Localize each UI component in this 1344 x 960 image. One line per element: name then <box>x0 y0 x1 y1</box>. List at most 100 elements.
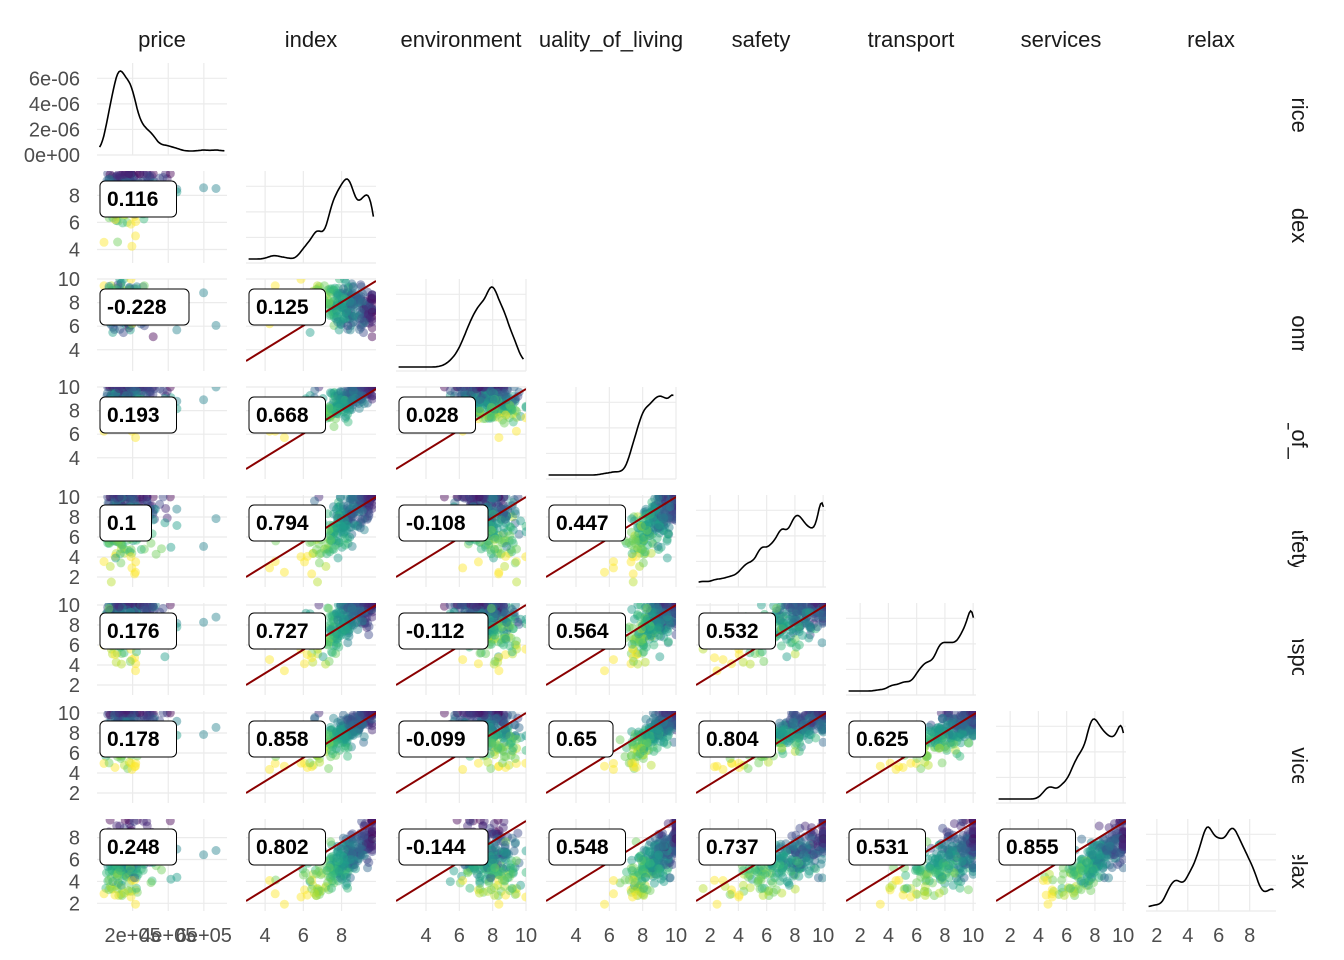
point <box>99 281 109 291</box>
point <box>654 545 664 554</box>
point <box>635 561 645 571</box>
point <box>356 495 366 502</box>
point <box>329 528 339 538</box>
point <box>125 387 135 393</box>
point <box>521 758 526 768</box>
point <box>339 307 349 316</box>
point <box>335 523 345 533</box>
point <box>336 387 345 396</box>
point <box>654 495 664 502</box>
point <box>115 603 125 613</box>
point <box>313 577 322 587</box>
point <box>356 387 366 394</box>
point <box>109 605 119 614</box>
point <box>493 497 503 507</box>
point <box>465 495 475 503</box>
point <box>142 495 152 502</box>
point <box>627 514 637 524</box>
column-strip-price: price <box>138 27 186 52</box>
point <box>332 288 342 298</box>
point <box>474 387 484 392</box>
point <box>355 389 365 399</box>
point <box>137 495 147 503</box>
point <box>111 388 121 398</box>
panel-safety-vs-safety <box>696 495 826 588</box>
point <box>343 534 353 543</box>
point <box>112 603 122 610</box>
point <box>111 495 121 502</box>
point <box>630 538 640 548</box>
point <box>359 387 369 393</box>
point <box>350 387 360 394</box>
point <box>347 541 357 551</box>
point <box>473 495 483 502</box>
point <box>655 518 665 528</box>
point <box>461 495 471 502</box>
point <box>343 321 353 331</box>
point <box>119 279 129 284</box>
point <box>329 286 339 295</box>
point <box>670 501 676 511</box>
point <box>365 313 375 323</box>
point <box>130 653 140 663</box>
point <box>481 540 491 550</box>
point <box>491 498 501 508</box>
point <box>314 549 324 559</box>
point <box>145 389 155 399</box>
correlation-label: 0.668 <box>248 396 326 434</box>
point <box>452 387 462 392</box>
point <box>116 387 126 393</box>
point <box>458 764 468 774</box>
point <box>334 502 344 512</box>
point <box>110 496 120 506</box>
point <box>638 515 648 525</box>
point <box>336 507 346 517</box>
point <box>458 655 468 665</box>
point <box>490 412 500 422</box>
point <box>506 403 516 413</box>
point <box>359 495 369 502</box>
point <box>324 603 334 613</box>
point <box>343 392 353 402</box>
point <box>324 296 334 306</box>
point <box>353 522 363 531</box>
point <box>486 525 496 535</box>
point <box>661 512 671 522</box>
point <box>362 309 371 319</box>
point <box>453 495 463 502</box>
point <box>333 553 343 563</box>
point <box>647 497 657 507</box>
point <box>645 511 654 521</box>
point <box>125 388 134 397</box>
point <box>138 171 148 179</box>
point <box>473 406 483 416</box>
point <box>120 603 130 610</box>
point <box>325 406 335 416</box>
point <box>475 406 485 416</box>
point <box>493 495 503 502</box>
point <box>333 290 343 300</box>
point <box>628 569 638 579</box>
point <box>481 388 490 398</box>
point <box>129 387 139 393</box>
point <box>117 603 127 612</box>
point <box>111 216 121 226</box>
point <box>360 513 370 523</box>
point <box>500 388 510 398</box>
point <box>644 518 654 528</box>
point <box>165 603 175 610</box>
point <box>114 387 124 392</box>
point <box>650 519 660 529</box>
point <box>300 557 309 567</box>
point <box>338 529 348 539</box>
point <box>113 495 123 502</box>
point <box>644 634 654 644</box>
point <box>336 501 345 511</box>
point <box>126 495 136 502</box>
point <box>363 387 373 392</box>
point <box>512 412 522 422</box>
point <box>110 495 120 503</box>
point <box>364 300 374 309</box>
point <box>637 538 647 548</box>
point <box>354 388 364 398</box>
